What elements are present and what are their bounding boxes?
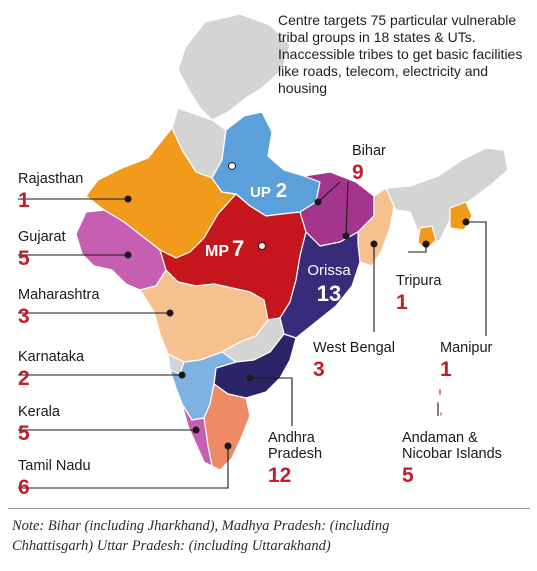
tribe-count: 2 — [18, 367, 30, 390]
label-rajasthan: Rajasthan 1 — [18, 171, 83, 213]
region-north-east — [385, 147, 509, 247]
state-name: Tripura — [396, 273, 442, 289]
state-name: Manipur — [440, 340, 493, 356]
label-maharashtra: Maharashtra 3 — [18, 287, 99, 329]
state-name: UP — [250, 184, 271, 201]
leader-dot-maharashtra — [166, 309, 174, 317]
region-andaman-1 — [437, 387, 443, 397]
label-andhra-pradesh: Andhra Pradesh 12 — [268, 430, 322, 488]
state-name: Rajasthan — [18, 171, 84, 187]
tribe-count: 3 — [18, 305, 30, 328]
label-andaman-nicobar: Andaman & Nicobar Islands 5 — [402, 430, 502, 488]
leader-dot-manipur — [462, 218, 470, 226]
label-west-bengal: West Bengal 3 — [313, 340, 395, 382]
state-name: MP — [205, 243, 229, 260]
label-kerala: Kerala 5 — [18, 404, 60, 446]
region-orissa — [279, 231, 361, 339]
tribe-count: 2 — [275, 180, 287, 202]
tribe-count: 5 — [18, 422, 30, 445]
tribe-count: 3 — [313, 358, 325, 381]
label-manipur: Manipur 1 — [440, 340, 492, 382]
state-name: Tamil Nadu — [18, 458, 91, 474]
leader-manipur — [466, 221, 487, 336]
leader-dot-bihar-1 — [314, 198, 322, 206]
state-name: West Bengal — [313, 340, 395, 356]
tribe-count: 12 — [268, 464, 292, 487]
headline: Centre targets 75 particular vulnerable … — [278, 12, 523, 96]
leader-lines — [18, 181, 487, 489]
label-karnataka: Karnataka 2 — [18, 349, 84, 391]
tribe-count: 5 — [18, 247, 30, 270]
leader-dot-mp — [258, 242, 266, 250]
label-bihar: Bihar 9 — [352, 143, 386, 185]
state-name-line1: Andhra — [268, 430, 315, 446]
label-up: UP 2 — [250, 180, 287, 203]
leader-bihar-1 — [317, 181, 341, 203]
footnote: Note: Bihar (including Jharkhand), Madhy… — [12, 516, 532, 556]
label-gujarat: Gujarat 5 — [18, 229, 66, 271]
region-andaman-3 — [439, 410, 443, 418]
state-name: Orissa — [307, 262, 351, 279]
footnote-line1: Note: Bihar (including Jharkhand), Madhy… — [12, 518, 390, 534]
leader-dot-tripura — [422, 240, 430, 248]
leader-andhra — [250, 377, 293, 426]
tribe-count: 6 — [18, 476, 30, 499]
leader-dot-karnataka — [178, 371, 186, 379]
tribe-count: 1 — [396, 291, 408, 314]
leader-bihar-2 — [345, 181, 349, 237]
tribe-count: 5 — [402, 464, 414, 487]
leader-tamil-nadu — [18, 446, 229, 489]
label-orissa: Orissa 13 — [304, 262, 354, 307]
leader-dot-up — [228, 162, 236, 170]
leader-dot-kerala — [192, 426, 200, 434]
state-name: Maharashtra — [18, 287, 100, 303]
leader-dot-rajasthan — [124, 195, 132, 203]
tribe-count: 9 — [352, 161, 364, 184]
state-name: Karnataka — [18, 349, 85, 365]
region-tamil-nadu — [203, 383, 251, 471]
state-name-line2: Pradesh — [268, 446, 323, 462]
leader-dot-andhra — [246, 374, 254, 382]
tribe-count: 13 — [316, 281, 342, 306]
leader-dot-west-bengal — [370, 240, 378, 248]
divider — [8, 508, 530, 509]
region-manipur — [449, 201, 473, 231]
region-jammu-kashmir — [177, 13, 291, 121]
region-kerala — [181, 403, 213, 467]
tribe-count: 1 — [18, 189, 30, 212]
leader-dot-tamil-nadu — [224, 442, 232, 450]
label-tripura: Tripura 1 — [396, 273, 441, 315]
state-name: Bihar — [352, 143, 386, 159]
tribe-count: 7 — [232, 236, 245, 261]
state-name: Kerala — [18, 404, 60, 420]
state-name-line2: Nicobar Islands — [402, 446, 502, 462]
tribe-count: 1 — [440, 358, 452, 381]
leader-dot-gujarat — [124, 251, 132, 259]
footnote-line2: Chhattisgarh) Uttar Pradesh: (including … — [12, 538, 331, 554]
state-name-line1: Andaman & — [402, 430, 478, 446]
leader-dot-bihar-2 — [342, 232, 350, 240]
label-mp: MP 7 — [205, 236, 244, 262]
label-tamil-nadu: Tamil Nadu 6 — [18, 458, 91, 500]
state-name: Gujarat — [18, 229, 66, 245]
